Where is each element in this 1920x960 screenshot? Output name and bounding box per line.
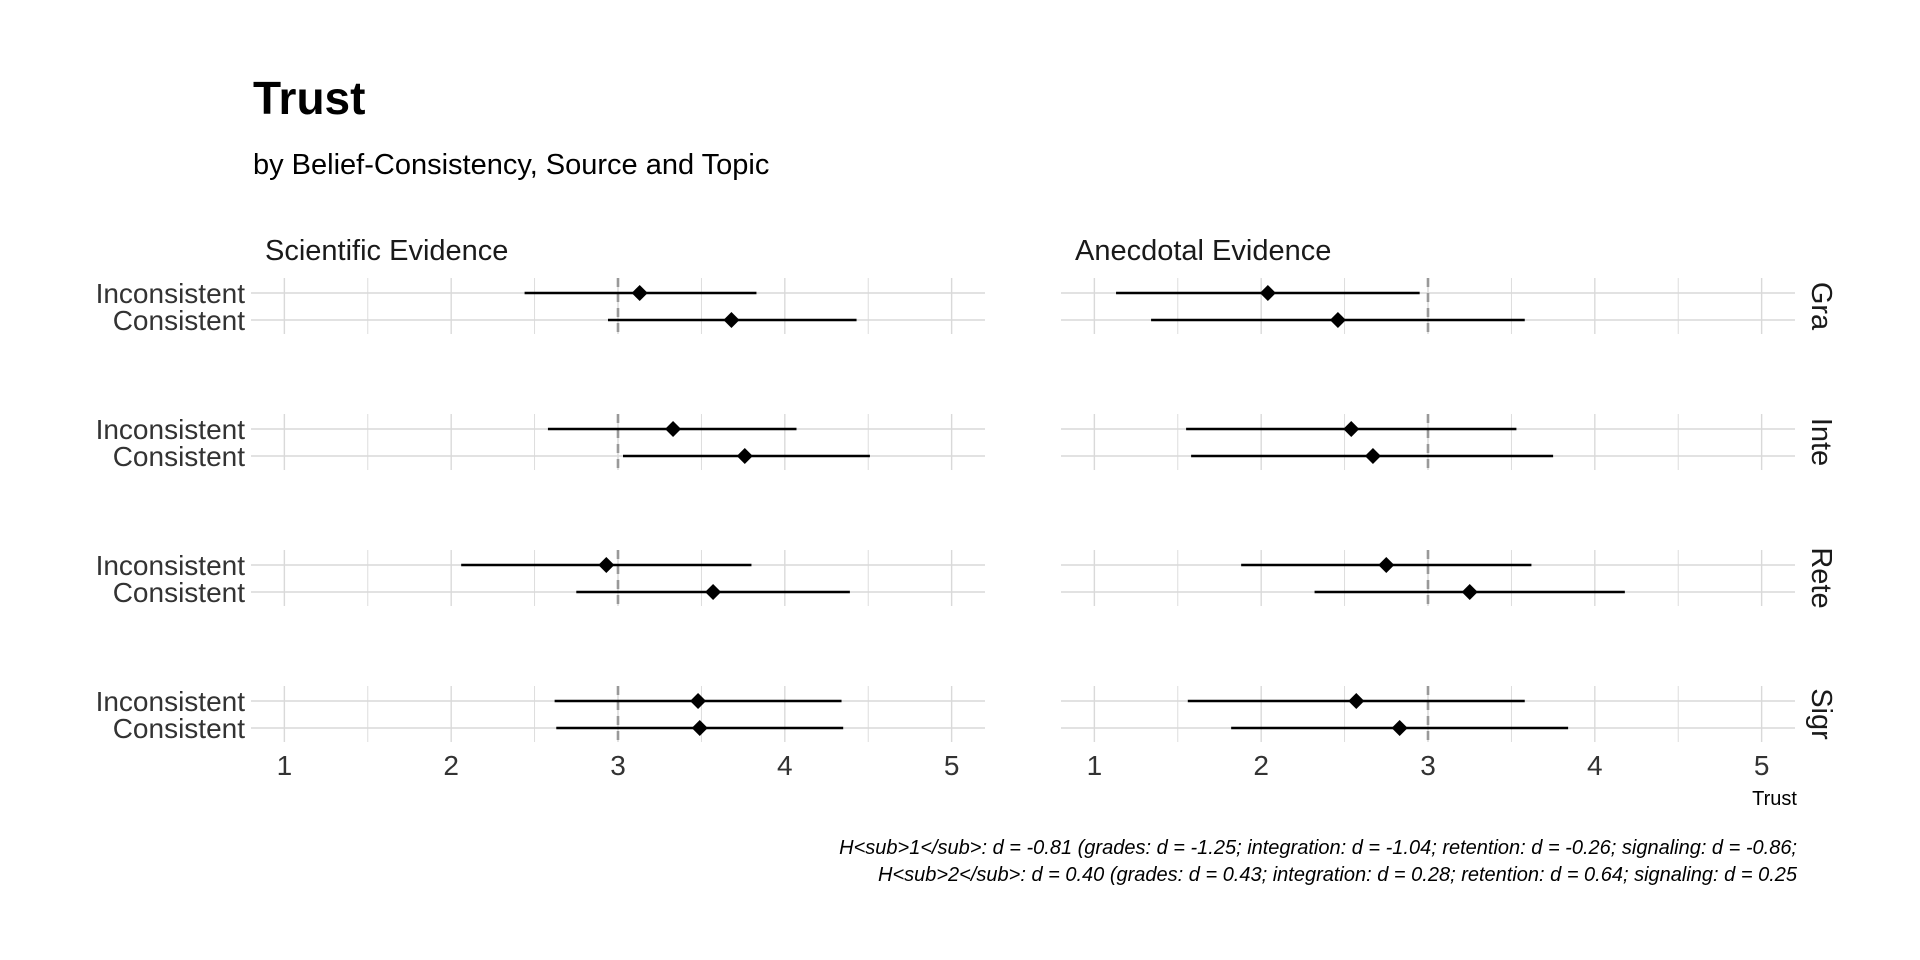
mean-point bbox=[723, 312, 740, 328]
x-tick-label: 4 bbox=[1587, 750, 1603, 781]
mean-point bbox=[690, 693, 707, 709]
mean-point bbox=[705, 584, 722, 600]
row-strip-label: Rete bbox=[1805, 547, 1837, 608]
mean-point bbox=[598, 557, 615, 573]
row-strip-label: Sigr bbox=[1805, 688, 1837, 740]
facet-label-anecdotal: Anecdotal Evidence bbox=[1075, 235, 1331, 267]
chart-title: Trust bbox=[253, 72, 365, 124]
y-tick-label: Inconsistent bbox=[96, 686, 246, 717]
mean-point bbox=[1391, 720, 1408, 736]
y-tick-label: Inconsistent bbox=[96, 414, 246, 445]
mean-point bbox=[1259, 285, 1276, 301]
x-tick-label: 3 bbox=[610, 750, 626, 781]
x-tick-label: 5 bbox=[1754, 750, 1770, 781]
mean-point bbox=[691, 720, 708, 736]
mean-point bbox=[665, 421, 682, 437]
y-tick-label: Consistent bbox=[113, 441, 246, 472]
y-tick-label: Consistent bbox=[113, 713, 246, 744]
x-tick-label: 3 bbox=[1420, 750, 1436, 781]
x-tick-label: 1 bbox=[277, 750, 293, 781]
row-strip-label: Inte bbox=[1805, 418, 1837, 466]
x-tick-label: 5 bbox=[944, 750, 960, 781]
caption-line-2: H<sub>2</sub>: d = 0.40 (grades: d = 0.4… bbox=[878, 864, 1798, 886]
y-tick-label: Inconsistent bbox=[96, 278, 246, 309]
y-tick-label: Consistent bbox=[113, 305, 246, 336]
x-tick-label: 1 bbox=[1087, 750, 1103, 781]
y-tick-label: Consistent bbox=[113, 577, 246, 608]
y-tick-label: Inconsistent bbox=[96, 550, 246, 581]
mean-point bbox=[1348, 693, 1365, 709]
x-axis-label: Trust bbox=[1752, 788, 1797, 810]
mean-point bbox=[1343, 421, 1360, 437]
mean-point bbox=[1378, 557, 1395, 573]
mean-point bbox=[1461, 584, 1478, 600]
mean-point bbox=[1329, 312, 1346, 328]
chart-subtitle: by Belief-Consistency, Source and Topic bbox=[253, 149, 769, 181]
mean-point bbox=[631, 285, 648, 301]
x-tick-label: 4 bbox=[777, 750, 793, 781]
caption-line-1: H<sub>1</sub>: d = -0.81 (grades: d = -1… bbox=[839, 837, 1797, 859]
x-tick-label: 2 bbox=[443, 750, 459, 781]
row-strip-label: Gra bbox=[1805, 282, 1837, 331]
mean-point bbox=[1364, 448, 1381, 464]
x-tick-label: 2 bbox=[1253, 750, 1269, 781]
mean-point bbox=[736, 448, 753, 464]
facet-label-scientific: Scientific Evidence bbox=[265, 235, 508, 267]
